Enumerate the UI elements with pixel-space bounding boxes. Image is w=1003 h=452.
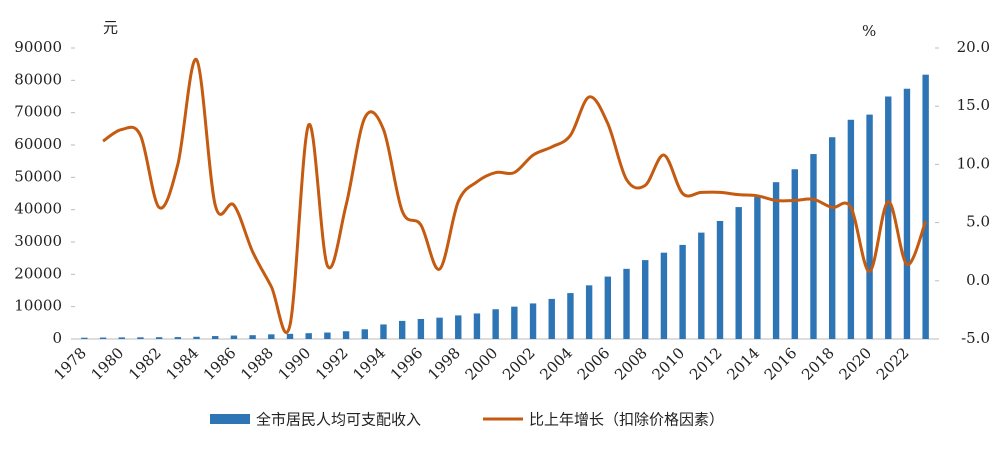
y2-tick-label: 0.0 <box>966 271 990 289</box>
x-tick-label: 1978 <box>50 344 90 384</box>
y-tick-label: 50000 <box>14 167 62 185</box>
bar <box>754 197 761 339</box>
bar <box>249 335 256 339</box>
bar <box>436 317 443 339</box>
y2-unit: % <box>862 22 876 40</box>
y-tick-label: 30000 <box>14 232 62 250</box>
bar <box>548 298 555 339</box>
bar <box>810 154 817 339</box>
x-tick-label: 2004 <box>536 344 576 384</box>
x-tick-label: 2000 <box>462 344 502 384</box>
y-tick-label: 20000 <box>14 264 62 282</box>
bar <box>772 182 780 339</box>
legend-label: 比上年增长（扣除价格因素） <box>529 411 724 429</box>
bar <box>473 313 481 339</box>
x-tick-label: 1990 <box>275 344 315 384</box>
x-tick-label: 2020 <box>835 344 875 384</box>
bar <box>137 337 144 339</box>
x-tick-label: 2002 <box>499 344 539 384</box>
y-tick-label: 80000 <box>14 70 62 88</box>
bar <box>380 324 387 339</box>
legend-swatch <box>210 414 250 424</box>
bar <box>604 276 612 339</box>
bar <box>642 260 649 339</box>
bar <box>511 306 518 339</box>
x-tick-label: 1998 <box>424 344 464 384</box>
bar <box>660 252 668 339</box>
bar <box>174 337 182 339</box>
bar <box>847 119 855 339</box>
y-tick-label: 70000 <box>14 103 62 121</box>
y-tick-label: 0 <box>52 329 62 347</box>
bar <box>230 335 238 339</box>
bar <box>585 285 593 339</box>
bar <box>492 309 499 339</box>
x-tick-label: 2008 <box>611 344 651 384</box>
bar <box>417 318 425 339</box>
legend-label: 全市居民人均可支配收入 <box>256 411 421 429</box>
bar <box>922 74 929 340</box>
y2-tick-label: 15.0 <box>957 96 990 114</box>
bar <box>716 220 724 339</box>
x-tick-label: 2014 <box>723 344 763 384</box>
bar <box>81 337 88 339</box>
bar <box>679 244 686 339</box>
x-tick-label: 2022 <box>873 344 913 384</box>
x-tick-label: 1996 <box>387 344 427 384</box>
bar <box>398 320 406 339</box>
bar <box>529 303 537 339</box>
bar <box>903 88 911 340</box>
bar <box>99 337 107 339</box>
x-tick-label: 1994 <box>349 344 389 384</box>
bar <box>155 337 163 339</box>
x-tick-label: 2016 <box>761 344 801 384</box>
bar <box>324 332 331 339</box>
x-tick-label: 2006 <box>574 344 614 384</box>
x-tick-label: 2018 <box>798 344 838 384</box>
bar <box>193 336 200 339</box>
bar <box>268 334 275 339</box>
x-tick-label: 1986 <box>200 344 240 384</box>
bar <box>698 232 705 339</box>
x-tick-label: 1984 <box>162 344 202 384</box>
line <box>102 58 928 335</box>
bar <box>212 336 219 339</box>
x-tick-label: 2012 <box>686 344 726 384</box>
y2-tick-label: 5.0 <box>966 213 990 231</box>
bar <box>305 333 312 339</box>
bar <box>885 96 892 339</box>
x-tick-label: 1988 <box>237 344 277 384</box>
y2-tick-label: 20.0 <box>957 38 990 56</box>
bar <box>828 137 836 339</box>
y-unit: 元 <box>103 19 118 37</box>
y2-tick-label: 10.0 <box>957 154 990 172</box>
x-tick-label: 2010 <box>649 344 689 384</box>
bar <box>735 207 742 339</box>
bar <box>791 169 798 339</box>
bar <box>567 293 574 339</box>
x-tick-label: 1982 <box>125 344 165 384</box>
y-tick-label: 90000 <box>14 38 62 56</box>
x-tick-label: 1992 <box>312 344 352 384</box>
x-tick-label: 1980 <box>88 344 128 384</box>
bar <box>286 333 294 339</box>
bar <box>866 114 873 340</box>
y2-tick-label: -5.0 <box>961 329 990 347</box>
y-tick-label: 10000 <box>14 297 62 315</box>
bar <box>361 329 368 339</box>
bar <box>118 337 125 339</box>
y-tick-label: 60000 <box>14 135 62 153</box>
bar <box>342 331 350 339</box>
bar <box>455 315 462 339</box>
y-tick-label: 40000 <box>14 200 62 218</box>
bar <box>623 268 630 339</box>
